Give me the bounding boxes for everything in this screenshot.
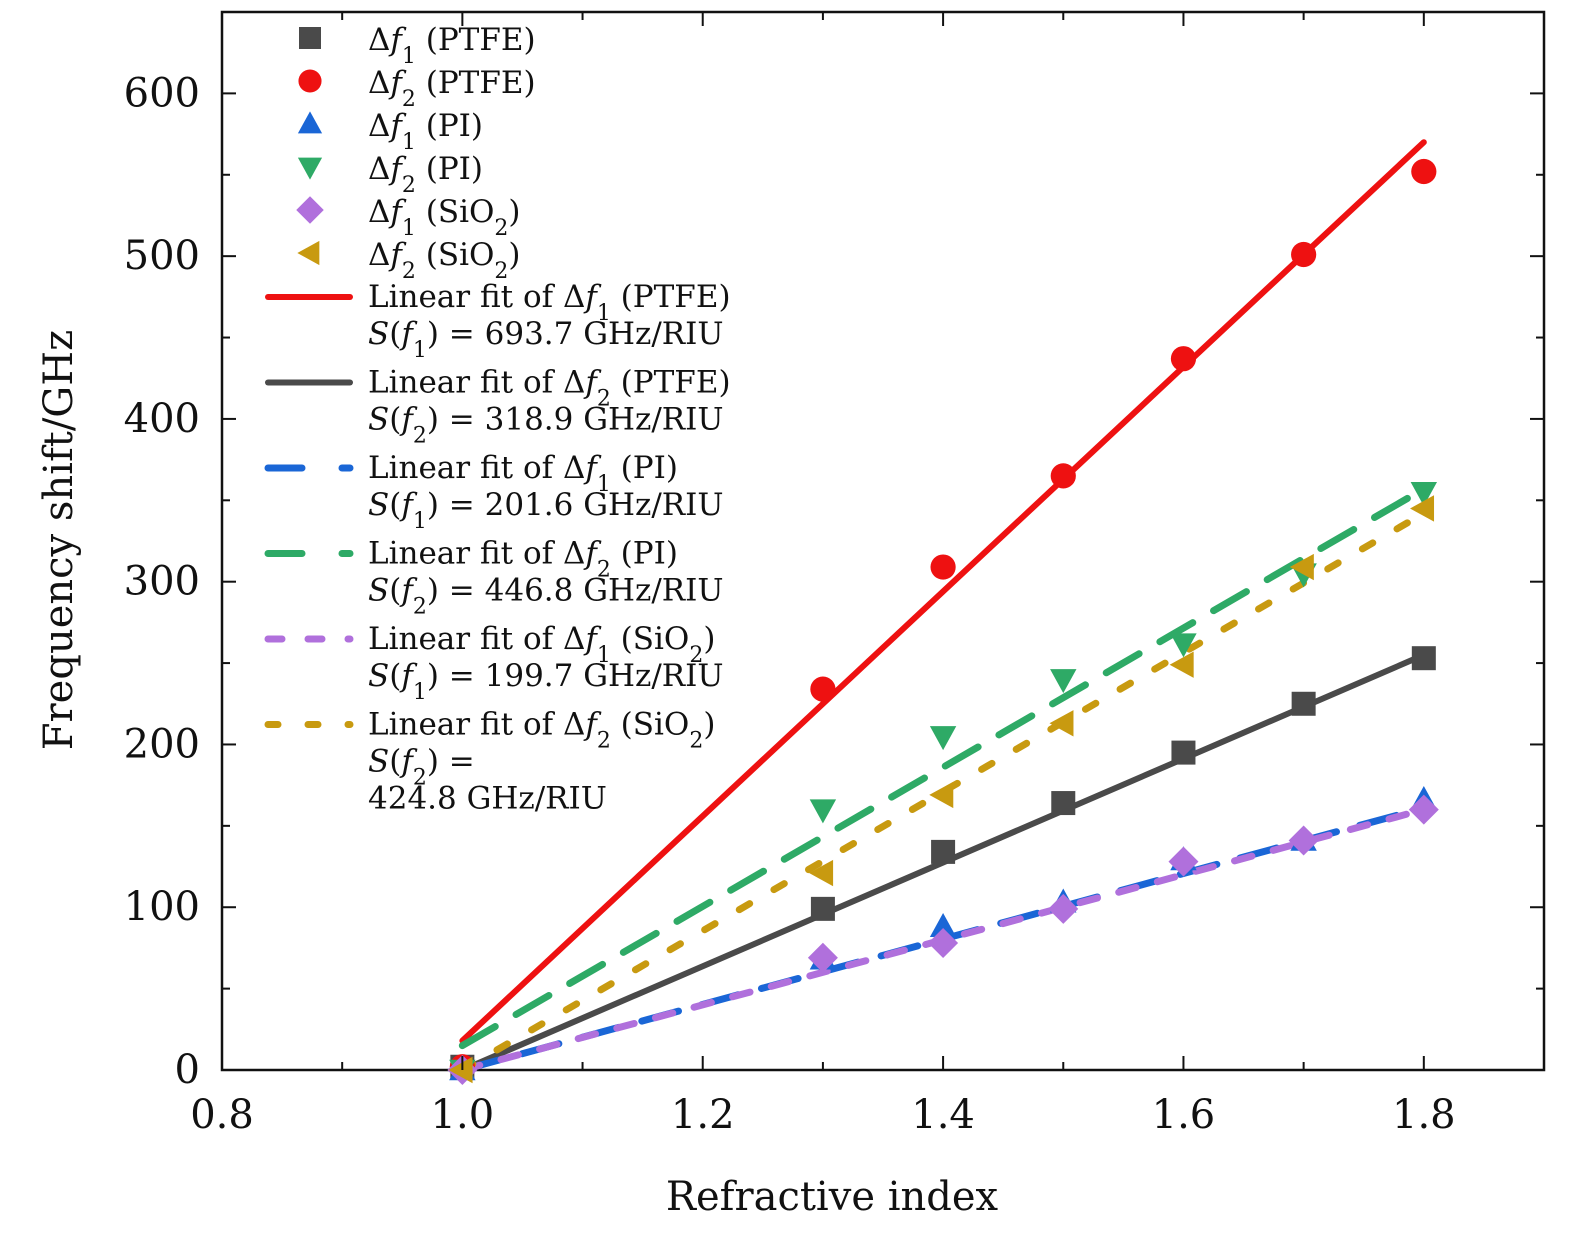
data-point [930, 554, 956, 580]
legend-fit-slope: S(f2) = [368, 744, 475, 791]
legend-label: Δf1 (SiO2) [368, 194, 521, 241]
y-tick-label: 100 [124, 884, 200, 930]
y-tick-label: 500 [124, 233, 200, 279]
x-tick-label: 1.2 [671, 1092, 735, 1138]
legend-label: Δf1 (PI) [368, 108, 483, 155]
legend-fit-label: Linear fit of Δf1 (PTFE) [368, 279, 731, 326]
data-point [1049, 710, 1074, 737]
x-tick-label: 0.8 [190, 1092, 254, 1138]
data-markers [447, 158, 1439, 1085]
plot-frame [220, 10, 1546, 1072]
legend-fit-slope: S(f1) = 693.7 GHz/RIU [368, 316, 724, 363]
legend-marker [297, 157, 323, 180]
data-point [807, 942, 838, 973]
data-point [809, 799, 837, 824]
data-point [929, 781, 954, 809]
legend-marker [296, 196, 324, 224]
data-point [928, 928, 959, 959]
data-point [1288, 825, 1319, 856]
data-point [1410, 495, 1435, 522]
y-tick-label: 400 [124, 396, 200, 442]
fit-line [459, 139, 1427, 1044]
legend-marker [298, 69, 322, 93]
legend-label: Δf2 (SiO2) [368, 237, 521, 284]
data-point [809, 859, 834, 887]
fit-line [458, 485, 1428, 1050]
y-tick-label: 200 [124, 721, 200, 767]
legend-marker [299, 27, 321, 49]
data-point [1289, 553, 1314, 581]
fit-line [458, 509, 1428, 1074]
data-point [1408, 794, 1439, 825]
legend-label: Δf2 (PI) [368, 151, 483, 198]
data-point [931, 839, 956, 864]
legend-fit-slope-value: 424.8 GHz/RIU [368, 781, 607, 817]
legend-fit-slope: S(f2) = 318.9 GHz/RIU [368, 402, 724, 449]
data-point [929, 912, 957, 937]
data-point [1051, 791, 1076, 816]
legend-fit-slope: S(f1) = 199.7 GHz/RIU [368, 658, 724, 705]
data-point [810, 896, 835, 921]
legend: Δf1 (PTFE)Δf2 (PTFE)Δf1 (PI)Δf2 (PI)Δf1 … [264, 22, 731, 817]
y-axis-title: Frequency shift/GHz [36, 330, 82, 750]
data-point [1411, 158, 1437, 185]
data-point [448, 1056, 473, 1084]
y-tick-label: 300 [124, 559, 200, 605]
data-point [1291, 241, 1317, 268]
data-point [1170, 633, 1197, 658]
x-tick-label: 1.8 [1392, 1092, 1456, 1138]
legend-label: Δf2 (PTFE) [368, 65, 536, 112]
legend-fit-slope: S(f2) = 446.8 GHz/RIU [368, 573, 724, 620]
y-axis-ticks: 0 100 200 300 400 500 600 [124, 11, 1544, 1093]
data-point [1291, 691, 1316, 716]
data-point [1050, 463, 1076, 489]
data-point [1168, 846, 1199, 877]
legend-marker [297, 240, 320, 266]
data-point [1170, 346, 1197, 372]
data-point [1171, 740, 1196, 765]
legend-fit-label: Linear fit of Δf1 (SiO2) [368, 621, 715, 668]
legend-fit-label: Linear fit of Δf2 (PTFE) [368, 365, 731, 412]
data-point [1050, 669, 1077, 694]
data-point [810, 676, 836, 702]
legend-marker [297, 111, 323, 134]
data-point [1169, 651, 1194, 678]
y-tick-label: 0 [175, 1047, 200, 1093]
x-tick-label: 1.0 [431, 1092, 495, 1138]
y-tick-label: 600 [124, 70, 200, 116]
data-point [1411, 646, 1436, 671]
legend-fit-slope: S(f1) = 201.6 GHz/RIU [368, 487, 724, 534]
x-tick-label: 1.6 [1152, 1092, 1216, 1138]
data-point [1410, 481, 1438, 506]
x-axis-title: Refractive index [666, 1174, 999, 1220]
data-point [929, 726, 957, 751]
x-tick-label: 1.4 [911, 1092, 975, 1138]
data-point [1048, 893, 1079, 924]
legend-label: Δf1 (PTFE) [368, 22, 536, 69]
legend-fit-label: Linear fit of Δf2 (SiO2) [368, 707, 715, 754]
x-axis-ticks: 0.8 1.0 1.2 1.4 1.6 1.8 [190, 12, 1545, 1138]
